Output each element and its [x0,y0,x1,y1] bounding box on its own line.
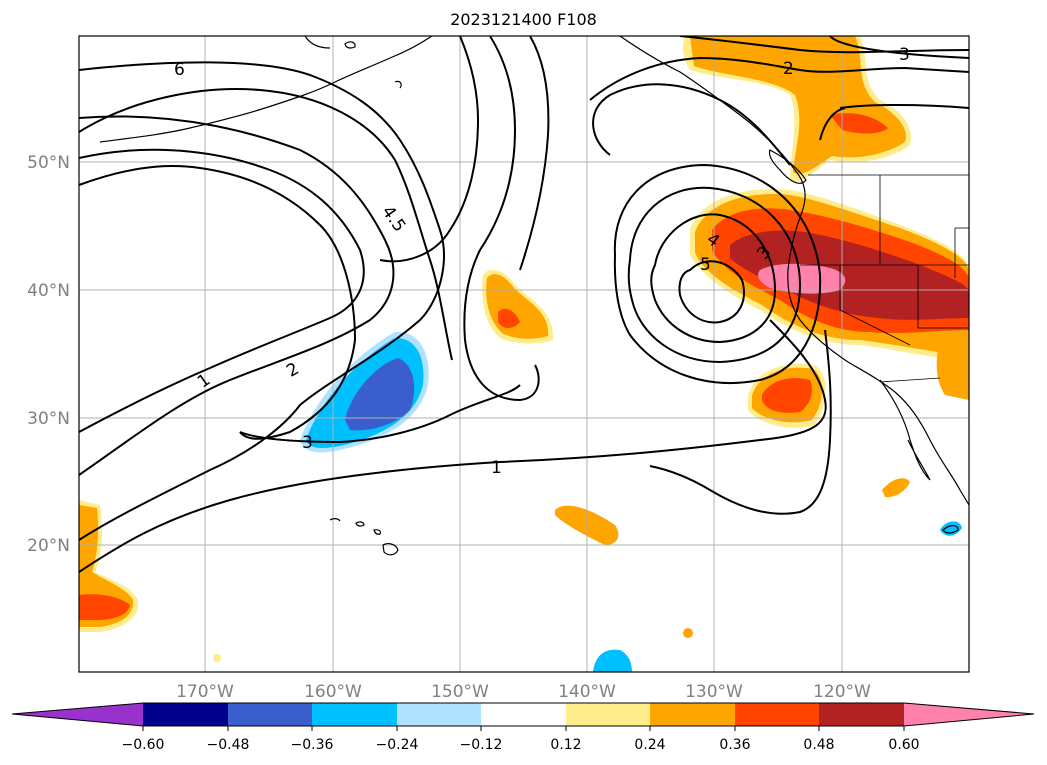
contour-label: 3 [899,45,910,65]
political-borders [800,174,969,383]
lat-label: 20°N [27,536,70,556]
lon-label: 160°W [304,682,362,702]
graticule [79,36,969,672]
lat-label: 30°N [27,409,70,429]
lon-label: 150°W [431,682,489,702]
map-frame [78,35,970,673]
map-area: 6 2 3 4.5 4 5 3 1 2 3 1 [79,36,969,672]
colorbar-bin [481,703,566,726]
colorbar-bin [650,703,735,726]
contour-label: 3 [302,433,313,453]
map-title: 2023121400 F108 [450,10,597,29]
colorbar-tick-label: 0.48 [803,737,834,753]
contour-label: 6 [174,60,185,80]
lat-label: 50°N [27,153,70,173]
lon-label: 120°W [813,682,871,702]
contour-label: 5 [700,255,711,275]
contour-label: 1 [491,458,502,478]
colorbar-tick-label: −0.12 [460,737,503,753]
longitude-labels: 170°W 160°W 150°W 140°W 130°W 120°W [176,682,871,702]
contour-label: 2 [783,59,794,79]
colorbar-under-extension [12,703,143,726]
colorbar-tick-label: −0.60 [122,737,165,753]
colorbar: −0.60 −0.48 −0.36 −0.24 −0.12 0.12 0.24 … [11,702,1035,753]
lat-label: 40°N [27,281,70,301]
colorbar-over-extension [904,703,1034,726]
contour-lines [79,36,969,573]
colorbar-tick-label: 0.60 [888,737,919,753]
warm-anomaly-shading [79,36,969,662]
colorbar-tick-labels: −0.60 −0.48 −0.36 −0.24 −0.12 0.12 0.24 … [122,737,920,753]
colorbar-tick-label: 0.12 [550,737,581,753]
latitude-labels: 50°N 40°N 30°N 20°N [27,153,70,556]
colorbar-bin [312,703,397,726]
cold-anomaly-shading [300,331,962,672]
contour-label: 4.5 [377,202,409,236]
lon-label: 130°W [685,682,743,702]
colorbar-bin [397,703,481,726]
lon-label: 170°W [176,682,234,702]
colorbar-bin [735,703,819,726]
colorbar-bin [143,703,228,726]
colorbar-tick-label: −0.24 [376,737,419,753]
colorbar-bin [228,703,312,726]
contour-label: 2 [283,359,302,382]
colorbar-tick-label: 0.24 [634,737,665,753]
colorbar-tick-label: −0.48 [207,737,250,753]
lon-label: 140°W [558,682,616,702]
colorbar-bin [819,703,904,726]
colorbar-tick-label: 0.36 [719,737,750,753]
colorbar-bin [566,703,650,726]
colorbar-tick-label: −0.36 [291,737,334,753]
